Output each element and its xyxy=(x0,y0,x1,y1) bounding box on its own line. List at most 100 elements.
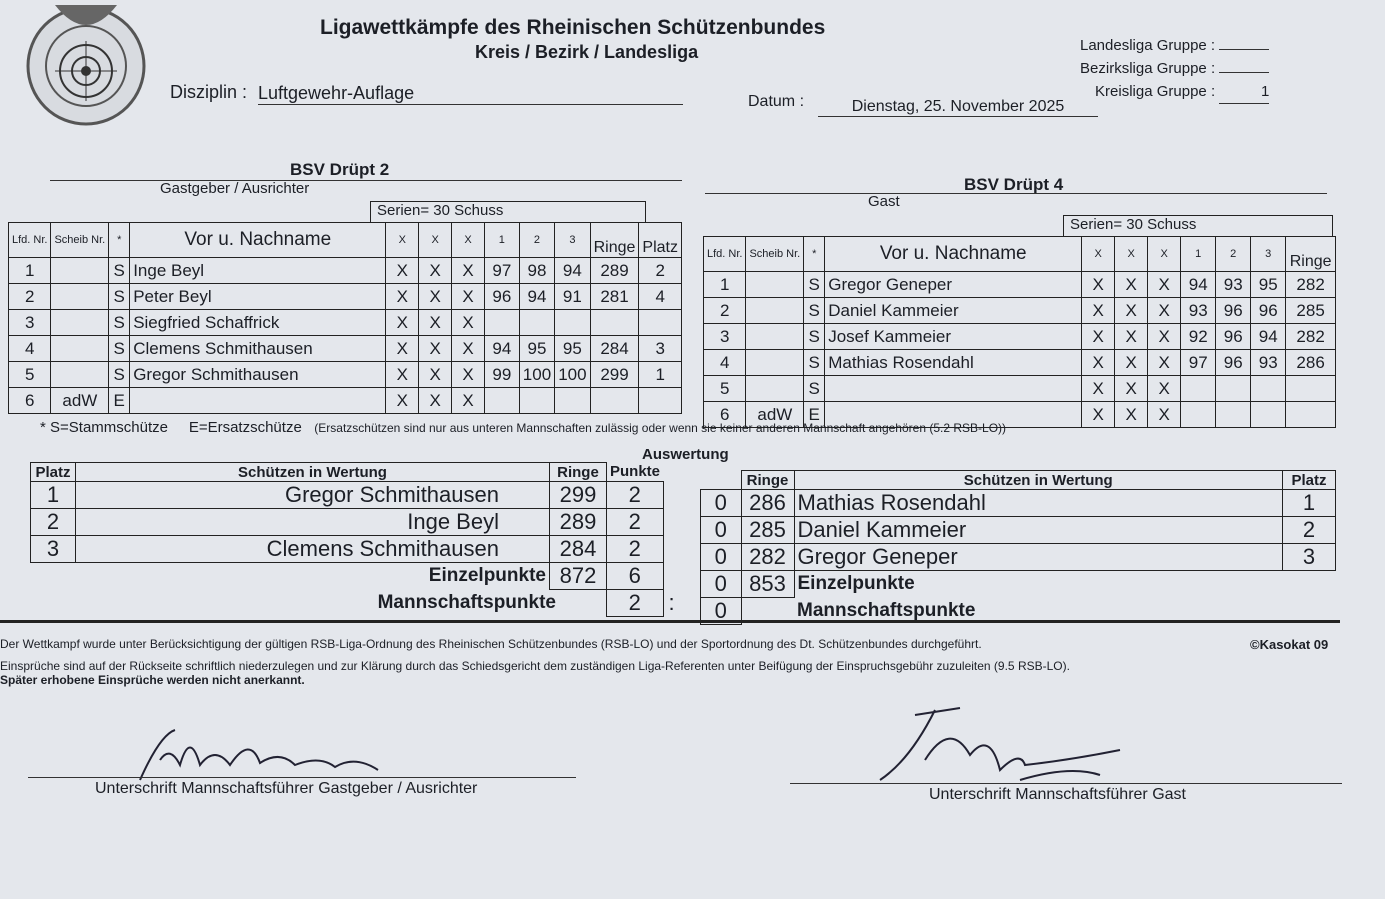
row-name: Josef Kammeier xyxy=(824,323,1083,350)
row-s3: 95 xyxy=(1250,271,1287,298)
row-s2 xyxy=(1215,401,1252,428)
row-ringe: 299 xyxy=(589,361,640,388)
row-x: X xyxy=(1147,323,1182,350)
col-s1: 1 xyxy=(1180,236,1217,272)
row-s1 xyxy=(1180,401,1217,428)
row-s2: 96 xyxy=(1215,349,1252,376)
mannschaft-label: Mannschaftspunkte xyxy=(377,592,556,614)
row-name: Inge Beyl xyxy=(75,508,550,536)
row-punkte: 0 xyxy=(700,489,742,517)
guest-summary-table: Ringe Schützen in Wertung Platz 0 286 Mathias… xyxy=(700,470,1336,625)
row-x: X xyxy=(418,309,453,336)
row-ringe: 284 xyxy=(548,535,607,563)
logo xyxy=(26,5,146,126)
guest-einzel: 0 xyxy=(700,570,742,598)
row-s1: 94 xyxy=(1180,271,1217,298)
table-row: 3 S Siegfried Schaffrick X X X xyxy=(7,309,682,336)
table-row: 4 S Mathias Rosendahl X X X 97 96 93 286 xyxy=(702,349,1336,376)
row-name: Clemens Schmithausen xyxy=(129,335,387,362)
host-score-table: Lfd. Nr. Scheib Nr. * Vor u. Nachname X X X 1 2 3… xyxy=(7,222,682,414)
row-platz: 2 xyxy=(30,508,76,536)
host-signature xyxy=(139,729,379,781)
row-x: X xyxy=(385,335,420,362)
row-scheib: adW xyxy=(745,401,805,428)
mannschaft-row: Mannschaftspunkte 2: xyxy=(31,589,680,617)
col-star: * xyxy=(803,236,826,272)
einzel-label: Einzelpunkte xyxy=(428,565,546,587)
row-s3 xyxy=(554,309,591,336)
table-row: 3 S Josef Kammeier X X X 92 96 94 282 xyxy=(702,323,1336,350)
col-platz: Platz xyxy=(638,222,682,258)
row-punkte: 2 xyxy=(605,481,664,509)
host-summary-table: Platz Schützen in Wertung Ringe Punkte 1 Greg… xyxy=(30,462,680,617)
row-x: X xyxy=(1081,349,1116,376)
col-schuetzen: Schützen in Wertung xyxy=(793,470,1283,490)
host-einzel: 6 xyxy=(605,562,664,590)
row-platz: 3 xyxy=(638,335,682,362)
table-row: 1 S Inge Beyl X X X 97 98 94 289 2 xyxy=(7,257,682,284)
row-scheib xyxy=(745,323,805,350)
row-x: X xyxy=(1147,271,1182,298)
row-s3: 100 xyxy=(554,361,591,388)
col-s3: 3 xyxy=(1250,236,1287,272)
summary-row: 3 Clemens Schmithausen 284 2 xyxy=(30,535,680,563)
row-s2: 93 xyxy=(1215,271,1252,298)
row-s1: 97 xyxy=(483,257,520,284)
row-x: X xyxy=(1147,375,1182,402)
row-ringe xyxy=(589,387,640,414)
row-x: X xyxy=(1114,297,1149,324)
col-x: X xyxy=(451,222,485,258)
row-x: X xyxy=(1114,271,1149,298)
row-x: X xyxy=(385,361,420,388)
row-x: X xyxy=(385,257,420,284)
row-scheib xyxy=(50,335,110,362)
row-x: X xyxy=(1147,297,1182,324)
col-s2: 2 xyxy=(518,222,556,258)
header-row: Lfd. Nr. Scheib Nr. * Vor u. Nachname X X X 1 2 3… xyxy=(702,236,1336,272)
row-platz: 2 xyxy=(1282,516,1336,544)
row-x: X xyxy=(1114,323,1149,350)
host-einzel-ringe: 872 xyxy=(548,562,607,590)
col-s2: 2 xyxy=(1215,236,1252,272)
row-ringe: 281 xyxy=(589,283,640,310)
group-bezirksliga: Bezirksliga Gruppe : xyxy=(1080,57,1270,80)
header-row: Lfd. Nr. Scheib Nr. * Vor u. Nachname X X X 1 2 3… xyxy=(7,222,682,258)
col-platz: Platz xyxy=(30,462,76,482)
row-nr: 4 xyxy=(7,335,52,362)
row-s2 xyxy=(518,387,556,414)
row-nr: 4 xyxy=(702,349,747,376)
row-x: X xyxy=(451,283,485,310)
row-ringe: 286 xyxy=(740,489,795,517)
row-ringe: 282 xyxy=(740,543,795,571)
row-ringe xyxy=(589,309,640,336)
table-row: 1 S Gregor Geneper X X X 94 93 95 282 xyxy=(702,271,1336,298)
row-platz: 3 xyxy=(1282,543,1336,571)
row-x: X xyxy=(385,387,420,414)
row-name xyxy=(129,387,387,414)
sig-host-label: Unterschrift Mannschaftsführer Gastgeber… xyxy=(95,780,478,797)
row-type: S xyxy=(108,309,131,336)
datum-label: Datum : xyxy=(748,93,805,110)
host-role: Gastgeber / Ausrichter xyxy=(160,180,310,197)
row-nr: 6 xyxy=(7,387,52,414)
row-x: X xyxy=(1147,401,1182,428)
copyright: ©Kasokat 09 xyxy=(1250,637,1329,652)
row-x: X xyxy=(1114,375,1149,402)
row-s1: 94 xyxy=(483,335,520,362)
header-row: Platz Schützen in Wertung Ringe Punkte xyxy=(30,462,680,482)
guest-serien-header: Serien= 30 Schuss xyxy=(1063,215,1333,236)
row-name: Mathias Rosendahl xyxy=(824,349,1083,376)
row-scheib xyxy=(50,257,110,284)
row-s1 xyxy=(483,309,520,336)
row-name: Gregor Geneper xyxy=(824,271,1083,298)
row-s3 xyxy=(554,387,591,414)
col-x: X xyxy=(418,222,453,258)
group-landesliga: Landesliga Gruppe : xyxy=(1080,34,1270,57)
legend: * S=Stammschütze E=Ersatzschütze (Ersatz… xyxy=(40,419,1007,436)
row-type: S xyxy=(803,297,826,324)
row-ringe xyxy=(1285,375,1336,402)
row-s2: 94 xyxy=(518,283,556,310)
row-name: Daniel Kammeier xyxy=(824,297,1083,324)
row-s3: 95 xyxy=(554,335,591,362)
table-row: 6 adW E X X X xyxy=(702,401,1336,428)
